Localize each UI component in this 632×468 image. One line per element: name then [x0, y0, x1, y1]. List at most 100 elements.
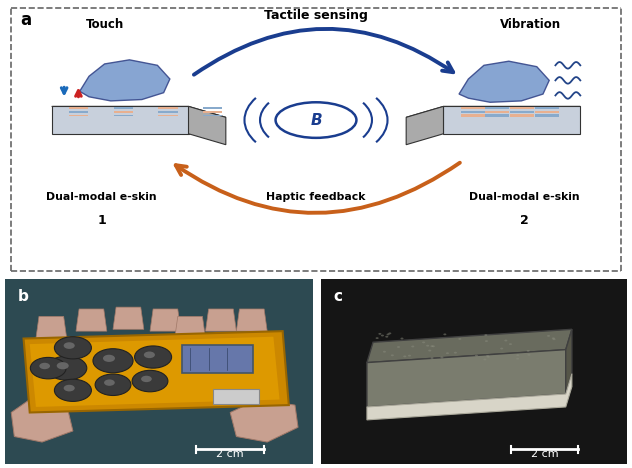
Circle shape — [47, 356, 87, 380]
Text: c: c — [333, 289, 343, 304]
Circle shape — [486, 355, 489, 357]
Polygon shape — [203, 107, 222, 109]
Circle shape — [401, 337, 403, 339]
Polygon shape — [461, 110, 485, 113]
Polygon shape — [485, 110, 509, 113]
Polygon shape — [203, 111, 222, 113]
Polygon shape — [80, 60, 170, 101]
Circle shape — [483, 358, 487, 360]
Polygon shape — [485, 107, 509, 110]
Polygon shape — [36, 316, 67, 338]
Circle shape — [387, 334, 389, 336]
Polygon shape — [30, 336, 279, 407]
Text: Touch: Touch — [85, 18, 124, 31]
Polygon shape — [461, 107, 485, 110]
Circle shape — [484, 334, 487, 336]
Circle shape — [527, 354, 530, 356]
Circle shape — [403, 356, 406, 358]
Circle shape — [500, 348, 503, 350]
Text: 1: 1 — [97, 214, 106, 227]
Polygon shape — [444, 106, 580, 134]
Circle shape — [379, 333, 382, 335]
Text: Vibration: Vibration — [500, 18, 561, 31]
Polygon shape — [510, 110, 534, 113]
FancyBboxPatch shape — [183, 345, 253, 373]
Polygon shape — [510, 107, 534, 110]
Circle shape — [430, 357, 434, 359]
Polygon shape — [69, 111, 88, 113]
FancyBboxPatch shape — [213, 389, 260, 404]
Circle shape — [57, 362, 69, 369]
Polygon shape — [406, 106, 444, 145]
Circle shape — [428, 350, 431, 351]
Circle shape — [485, 340, 488, 342]
Text: 2 cm: 2 cm — [530, 449, 558, 459]
Polygon shape — [52, 106, 226, 117]
Circle shape — [458, 338, 461, 340]
Circle shape — [426, 345, 429, 347]
Polygon shape — [52, 106, 188, 134]
Circle shape — [446, 352, 449, 354]
Circle shape — [422, 342, 425, 344]
Circle shape — [388, 332, 391, 334]
Text: Tactile sensing: Tactile sensing — [264, 8, 368, 22]
Polygon shape — [114, 115, 133, 117]
Circle shape — [39, 363, 50, 369]
Polygon shape — [510, 114, 534, 117]
Circle shape — [408, 355, 411, 357]
Circle shape — [509, 343, 512, 345]
Circle shape — [141, 376, 152, 382]
Text: Dual-modal e-skin: Dual-modal e-skin — [469, 192, 580, 202]
Polygon shape — [485, 114, 509, 117]
Text: b: b — [18, 289, 28, 304]
Polygon shape — [69, 107, 88, 109]
Polygon shape — [69, 115, 88, 117]
Circle shape — [475, 355, 478, 357]
Polygon shape — [566, 329, 572, 394]
Circle shape — [381, 335, 384, 336]
Circle shape — [443, 333, 446, 335]
Circle shape — [93, 349, 133, 373]
Circle shape — [526, 350, 530, 352]
Polygon shape — [159, 107, 178, 109]
Polygon shape — [23, 331, 289, 412]
Circle shape — [386, 336, 388, 337]
Polygon shape — [11, 400, 73, 442]
Circle shape — [441, 357, 444, 358]
Circle shape — [54, 336, 92, 359]
Circle shape — [144, 351, 155, 358]
Circle shape — [104, 380, 115, 386]
Circle shape — [64, 385, 75, 391]
Circle shape — [64, 342, 75, 349]
Circle shape — [103, 355, 115, 362]
Polygon shape — [150, 309, 181, 331]
Polygon shape — [203, 115, 222, 117]
Circle shape — [552, 338, 556, 340]
Polygon shape — [230, 400, 298, 442]
Polygon shape — [114, 111, 133, 113]
Polygon shape — [459, 61, 549, 102]
Polygon shape — [367, 350, 566, 407]
Text: a: a — [21, 11, 32, 29]
Circle shape — [135, 346, 172, 368]
Circle shape — [552, 337, 555, 339]
Polygon shape — [535, 110, 559, 113]
Circle shape — [547, 335, 550, 337]
Circle shape — [54, 379, 92, 402]
Circle shape — [383, 351, 386, 352]
Circle shape — [397, 346, 400, 348]
Polygon shape — [406, 106, 580, 117]
Polygon shape — [114, 107, 133, 109]
Circle shape — [454, 352, 457, 354]
Circle shape — [516, 354, 520, 356]
Polygon shape — [535, 114, 559, 117]
Text: Haptic feedback: Haptic feedback — [266, 192, 366, 202]
Text: 2: 2 — [520, 214, 529, 227]
Polygon shape — [159, 111, 178, 113]
Circle shape — [375, 337, 379, 339]
Circle shape — [132, 370, 168, 392]
Polygon shape — [76, 309, 107, 331]
Circle shape — [487, 356, 490, 358]
Text: 2 cm: 2 cm — [216, 449, 244, 459]
Polygon shape — [236, 309, 267, 331]
